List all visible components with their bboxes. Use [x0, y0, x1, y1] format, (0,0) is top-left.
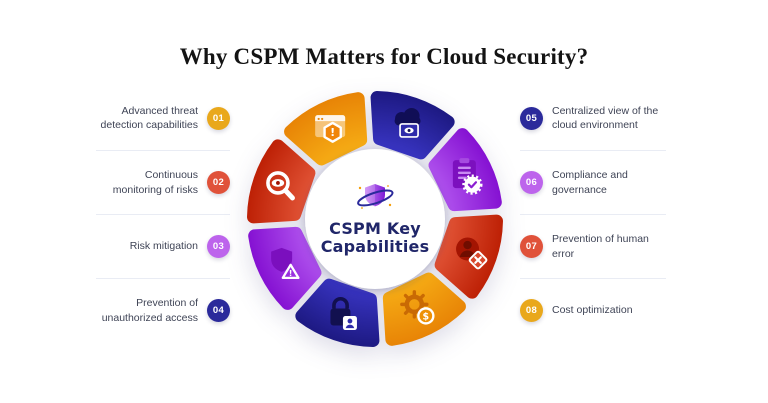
item-number-badge: 04: [207, 299, 230, 322]
item-number-badge: 08: [520, 299, 543, 322]
list-item-01: Advanced threat detection capabilities 0…: [96, 86, 230, 150]
item-label: Compliance and governance: [552, 169, 628, 196]
page-title: Why CSPM Matters for Cloud Security?: [179, 44, 589, 69]
capabilities-wheel: !: [239, 83, 511, 355]
list-item-06: 06 Compliance and governance: [520, 150, 666, 214]
item-number-badge: 06: [520, 171, 543, 194]
item-label: Advanced threat detection capabilities: [100, 104, 198, 131]
user-error-icon: [456, 237, 488, 270]
item-label: Prevention of unauthorized access: [101, 297, 198, 324]
item-number-badge: 05: [520, 106, 543, 130]
magnifier-eye-icon: [266, 171, 295, 201]
list-item-03: Risk mitigation 03: [96, 214, 230, 278]
item-label: Risk mitigation: [129, 240, 198, 253]
item-label: Continuous monitoring of risks: [112, 169, 198, 196]
item-number-badge: 03: [207, 235, 230, 258]
browser-warning-icon: !: [315, 115, 346, 143]
item-number-badge: 01: [207, 106, 230, 130]
list-item-02: Continuous monitoring of risks 02: [96, 150, 230, 214]
clipboard-check-icon: [452, 158, 483, 195]
left-items-column: Advanced threat detection capabilities 0…: [96, 86, 230, 342]
wheel-center-circle: [305, 149, 445, 289]
svg-text:!: !: [330, 126, 335, 139]
list-item-08: 08 Cost optimization: [520, 278, 666, 342]
svg-text:!: !: [289, 269, 293, 278]
cloud-eye-icon: [394, 107, 421, 138]
list-item-04: Prevention of unauthorized access 04: [96, 278, 230, 342]
list-item-07: 07 Prevention of human error: [520, 214, 666, 278]
right-items-column: 05 Centralized view of the cloud environ…: [520, 86, 666, 342]
gear-dollar-icon: $: [400, 290, 435, 325]
item-number-badge: 07: [520, 235, 543, 258]
list-item-05: 05 Centralized view of the cloud environ…: [520, 86, 666, 150]
item-label: Cost optimization: [552, 304, 633, 317]
lock-user-icon: [330, 296, 357, 331]
item-label: Prevention of human error: [552, 233, 649, 260]
shield-alert-icon: !: [271, 247, 300, 279]
item-label: Centralized view of the cloud environmen…: [552, 104, 659, 131]
svg-text:$: $: [423, 311, 430, 322]
item-number-badge: 02: [207, 171, 230, 194]
